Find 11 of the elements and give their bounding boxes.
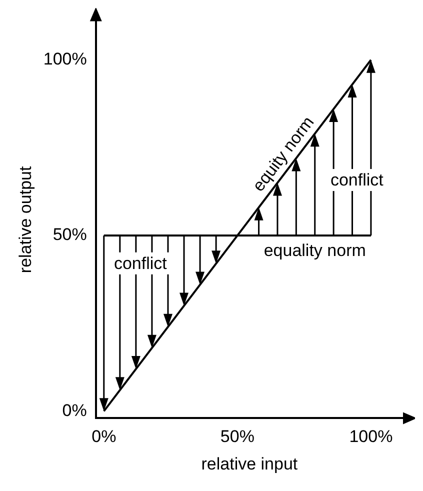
annotation: conflict	[330, 170, 384, 190]
x-axis-title: relative input	[201, 454, 298, 474]
y-axis-title: relative output	[16, 166, 35, 274]
x-tick-label: 50%	[220, 427, 254, 446]
x-tick-label: 100%	[349, 427, 393, 446]
annotation: equality norm	[264, 241, 366, 260]
y-tick-label: 100%	[43, 50, 87, 69]
y-tick-label: 0%	[62, 400, 87, 420]
x-tick-label: 0%	[92, 427, 116, 446]
annotation: conflict	[114, 254, 168, 273]
y-tick-label: 50%	[52, 225, 87, 244]
